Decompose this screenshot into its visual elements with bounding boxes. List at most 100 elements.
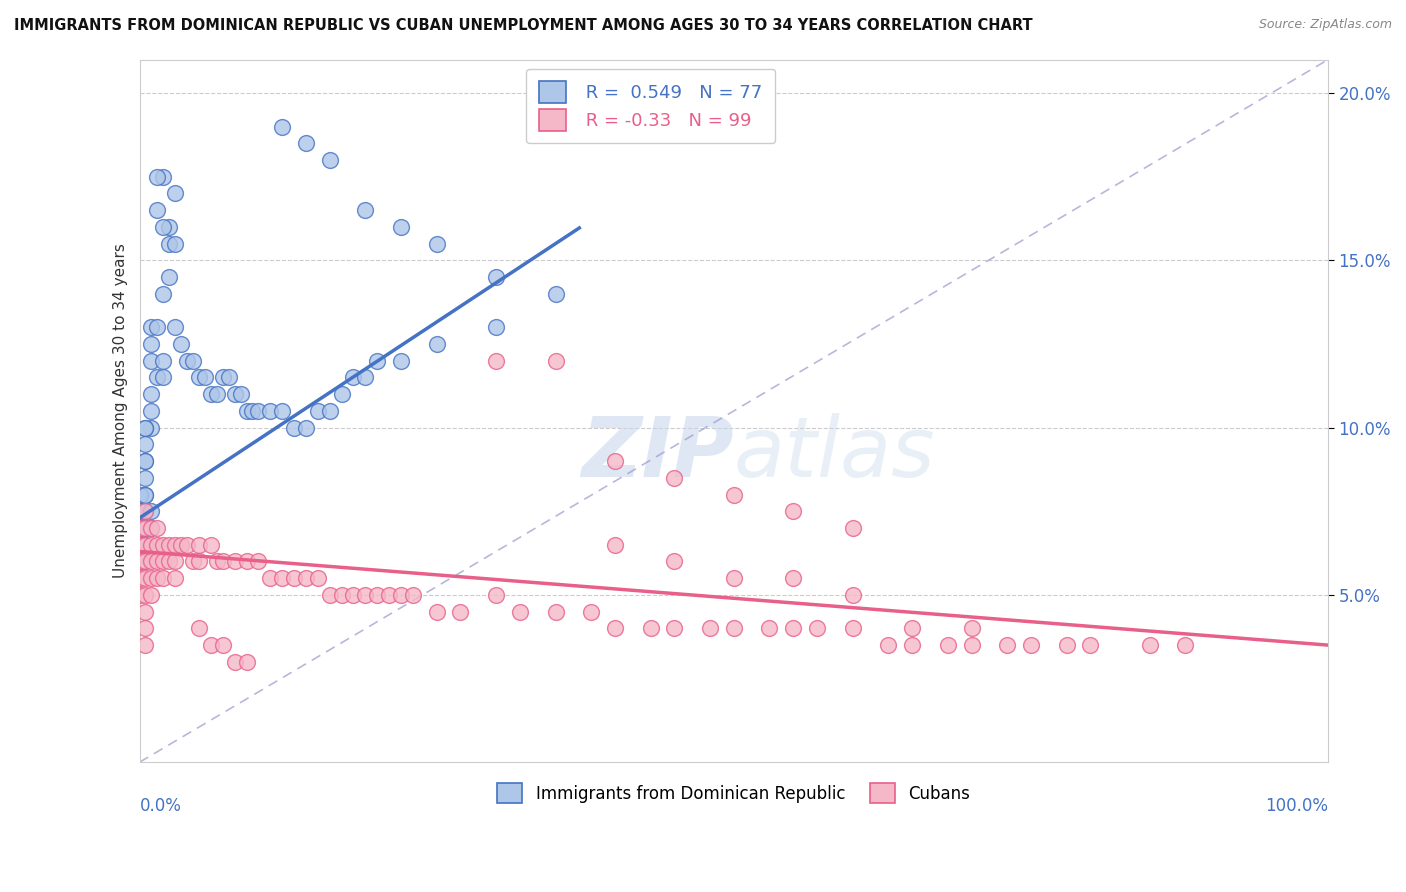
Point — [1056, 638, 1078, 652]
Point — [271, 404, 294, 418]
Point — [152, 353, 174, 368]
Point — [141, 571, 163, 585]
Point — [307, 571, 329, 585]
Point — [841, 521, 863, 535]
Point — [165, 186, 187, 201]
Point — [960, 621, 983, 635]
Point — [1019, 638, 1042, 652]
Point — [1080, 638, 1102, 652]
Point — [128, 504, 150, 518]
Point — [200, 638, 222, 652]
Point — [235, 554, 257, 568]
Point — [544, 286, 567, 301]
Point — [152, 571, 174, 585]
Point — [247, 404, 270, 418]
Point — [170, 337, 193, 351]
Point — [141, 337, 163, 351]
Point — [188, 538, 211, 552]
Point — [146, 521, 169, 535]
Point — [354, 588, 377, 602]
Point — [134, 420, 156, 434]
Point — [366, 588, 388, 602]
Point — [181, 554, 204, 568]
Point — [194, 370, 217, 384]
Point — [1139, 638, 1161, 652]
Point — [157, 554, 180, 568]
Point — [901, 621, 924, 635]
Point — [134, 420, 156, 434]
Point — [211, 638, 233, 652]
Point — [134, 638, 156, 652]
Point — [936, 638, 959, 652]
Point — [181, 353, 204, 368]
Point — [134, 554, 156, 568]
Point — [200, 538, 222, 552]
Point — [603, 538, 626, 552]
Point — [283, 571, 305, 585]
Point — [134, 504, 156, 518]
Point — [152, 538, 174, 552]
Point — [544, 353, 567, 368]
Point — [378, 588, 401, 602]
Point — [723, 571, 745, 585]
Point — [128, 571, 150, 585]
Point — [318, 588, 340, 602]
Point — [165, 538, 187, 552]
Point — [141, 521, 163, 535]
Point — [146, 554, 169, 568]
Point — [389, 353, 412, 368]
Point — [389, 219, 412, 234]
Point — [188, 554, 211, 568]
Point — [128, 538, 150, 552]
Point — [318, 404, 340, 418]
Point — [157, 270, 180, 285]
Point — [259, 404, 281, 418]
Point — [723, 621, 745, 635]
Point — [271, 571, 294, 585]
Point — [134, 554, 156, 568]
Text: Source: ZipAtlas.com: Source: ZipAtlas.com — [1258, 18, 1392, 31]
Point — [141, 554, 163, 568]
Point — [141, 504, 163, 518]
Point — [200, 387, 222, 401]
Point — [664, 554, 686, 568]
Point — [157, 538, 180, 552]
Point — [134, 454, 156, 468]
Point — [259, 571, 281, 585]
Point — [152, 554, 174, 568]
Point — [134, 454, 156, 468]
Point — [402, 588, 425, 602]
Point — [134, 538, 156, 552]
Point — [318, 153, 340, 167]
Point — [235, 404, 257, 418]
Point — [152, 370, 174, 384]
Point — [134, 588, 156, 602]
Point — [146, 538, 169, 552]
Point — [699, 621, 721, 635]
Point — [176, 353, 198, 368]
Point — [579, 605, 602, 619]
Point — [841, 621, 863, 635]
Point — [134, 621, 156, 635]
Point — [806, 621, 828, 635]
Point — [242, 404, 264, 418]
Point — [188, 370, 211, 384]
Point — [134, 487, 156, 501]
Point — [152, 169, 174, 184]
Point — [141, 521, 163, 535]
Point — [128, 554, 150, 568]
Point — [128, 538, 150, 552]
Point — [723, 487, 745, 501]
Point — [295, 571, 318, 585]
Point — [877, 638, 900, 652]
Point — [128, 554, 150, 568]
Point — [141, 320, 163, 334]
Point — [426, 236, 449, 251]
Point — [211, 554, 233, 568]
Point — [134, 471, 156, 485]
Point — [146, 169, 169, 184]
Point — [152, 219, 174, 234]
Point — [603, 454, 626, 468]
Point — [134, 521, 156, 535]
Point — [485, 353, 508, 368]
